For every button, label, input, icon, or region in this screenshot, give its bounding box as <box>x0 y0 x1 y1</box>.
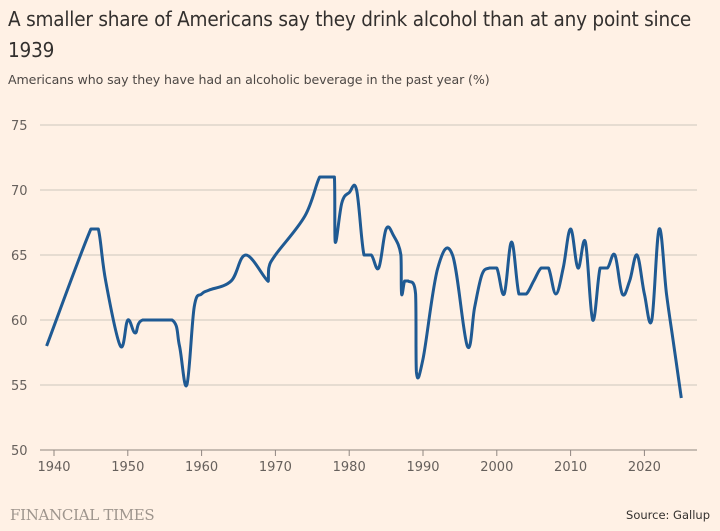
data-point <box>399 253 403 257</box>
data-point <box>554 292 558 296</box>
data-point <box>96 227 100 231</box>
data-point <box>403 279 407 283</box>
data-point <box>517 292 521 296</box>
x-tick-label: 2010 <box>554 460 587 475</box>
data-point <box>332 175 336 179</box>
data-point <box>576 266 580 270</box>
data-point <box>185 383 189 387</box>
data-point <box>355 188 359 192</box>
data-point <box>244 253 248 257</box>
data-point <box>657 227 661 231</box>
data-point <box>480 273 484 277</box>
y-tick-label: 50 <box>11 444 28 459</box>
data-point <box>303 214 307 218</box>
data-point <box>598 266 602 270</box>
data-point <box>628 279 632 283</box>
data-point <box>207 288 211 292</box>
y-tick-label: 60 <box>11 314 28 329</box>
data-point <box>487 266 491 270</box>
data-point <box>266 279 270 283</box>
data-point <box>369 253 373 257</box>
data-point <box>333 240 337 244</box>
data-point <box>642 292 646 296</box>
data-point <box>436 266 440 270</box>
chart-subtitle: Americans who say they have had an alcoh… <box>8 72 490 87</box>
data-point <box>400 292 404 296</box>
data-point <box>318 175 322 179</box>
y-tick-label: 55 <box>11 379 28 394</box>
data-point <box>273 253 277 257</box>
data-point <box>421 357 425 361</box>
data-point <box>606 266 610 270</box>
data-point <box>229 279 233 283</box>
data-point <box>546 266 550 270</box>
data-point <box>267 266 271 270</box>
series-layer <box>45 175 683 400</box>
x-tick-label: 1970 <box>259 460 292 475</box>
data-point <box>126 318 130 322</box>
data-point <box>524 292 528 296</box>
data-point <box>414 292 418 296</box>
source-note: Source: Gallup <box>626 508 710 522</box>
data-point <box>539 266 543 270</box>
data-point <box>613 253 617 257</box>
x-tick-label: 2000 <box>480 460 513 475</box>
data-point <box>502 292 506 296</box>
data-point <box>532 279 536 283</box>
data-point <box>650 318 654 322</box>
data-point <box>200 292 204 296</box>
data-point <box>569 227 573 231</box>
data-point <box>384 227 388 231</box>
data-point <box>635 253 639 257</box>
x-tick-label: 1950 <box>111 460 144 475</box>
data-point <box>473 305 477 309</box>
y-axis-ticks: 75 70 65 60 55 50 <box>11 119 28 459</box>
data-point <box>104 279 108 283</box>
data-point <box>192 305 196 309</box>
data-point <box>133 331 137 335</box>
data-point <box>665 292 669 296</box>
y-tick-label: 70 <box>11 184 28 199</box>
x-tick-label: 2020 <box>628 460 661 475</box>
data-point <box>583 240 587 244</box>
x-tick-label: 1960 <box>185 460 218 475</box>
data-point <box>451 253 455 257</box>
data-point <box>414 370 418 374</box>
data-point <box>495 266 499 270</box>
data-point <box>391 234 395 238</box>
data-point <box>89 227 93 231</box>
y-tick-label: 65 <box>11 249 28 264</box>
data-point <box>561 266 565 270</box>
data-point <box>620 292 624 296</box>
series-line <box>45 175 683 399</box>
data-point <box>45 344 49 348</box>
data-point <box>406 279 410 283</box>
x-tick-label: 1980 <box>333 460 366 475</box>
data-point <box>340 201 344 205</box>
chart-title: A smaller share of Americans say they dr… <box>8 7 692 62</box>
y-tick-label: 75 <box>11 119 28 134</box>
data-point <box>679 396 683 400</box>
data-point <box>347 191 351 195</box>
x-axis-ticks: 1940 1950 1960 1970 1980 1990 2000 2010 2020 <box>37 450 661 475</box>
ft-logo: FINANCIAL TIMES <box>10 506 155 524</box>
data-point <box>177 344 181 348</box>
data-point <box>118 344 122 348</box>
data-point <box>672 344 676 348</box>
data-point <box>465 344 469 348</box>
data-point <box>170 318 174 322</box>
data-point <box>591 318 595 322</box>
data-point <box>325 175 329 179</box>
data-point <box>141 318 145 322</box>
data-point <box>362 253 366 257</box>
data-point <box>377 266 381 270</box>
data-point <box>510 240 514 244</box>
x-tick-label: 1990 <box>406 460 439 475</box>
x-tick-label: 1940 <box>37 460 70 475</box>
